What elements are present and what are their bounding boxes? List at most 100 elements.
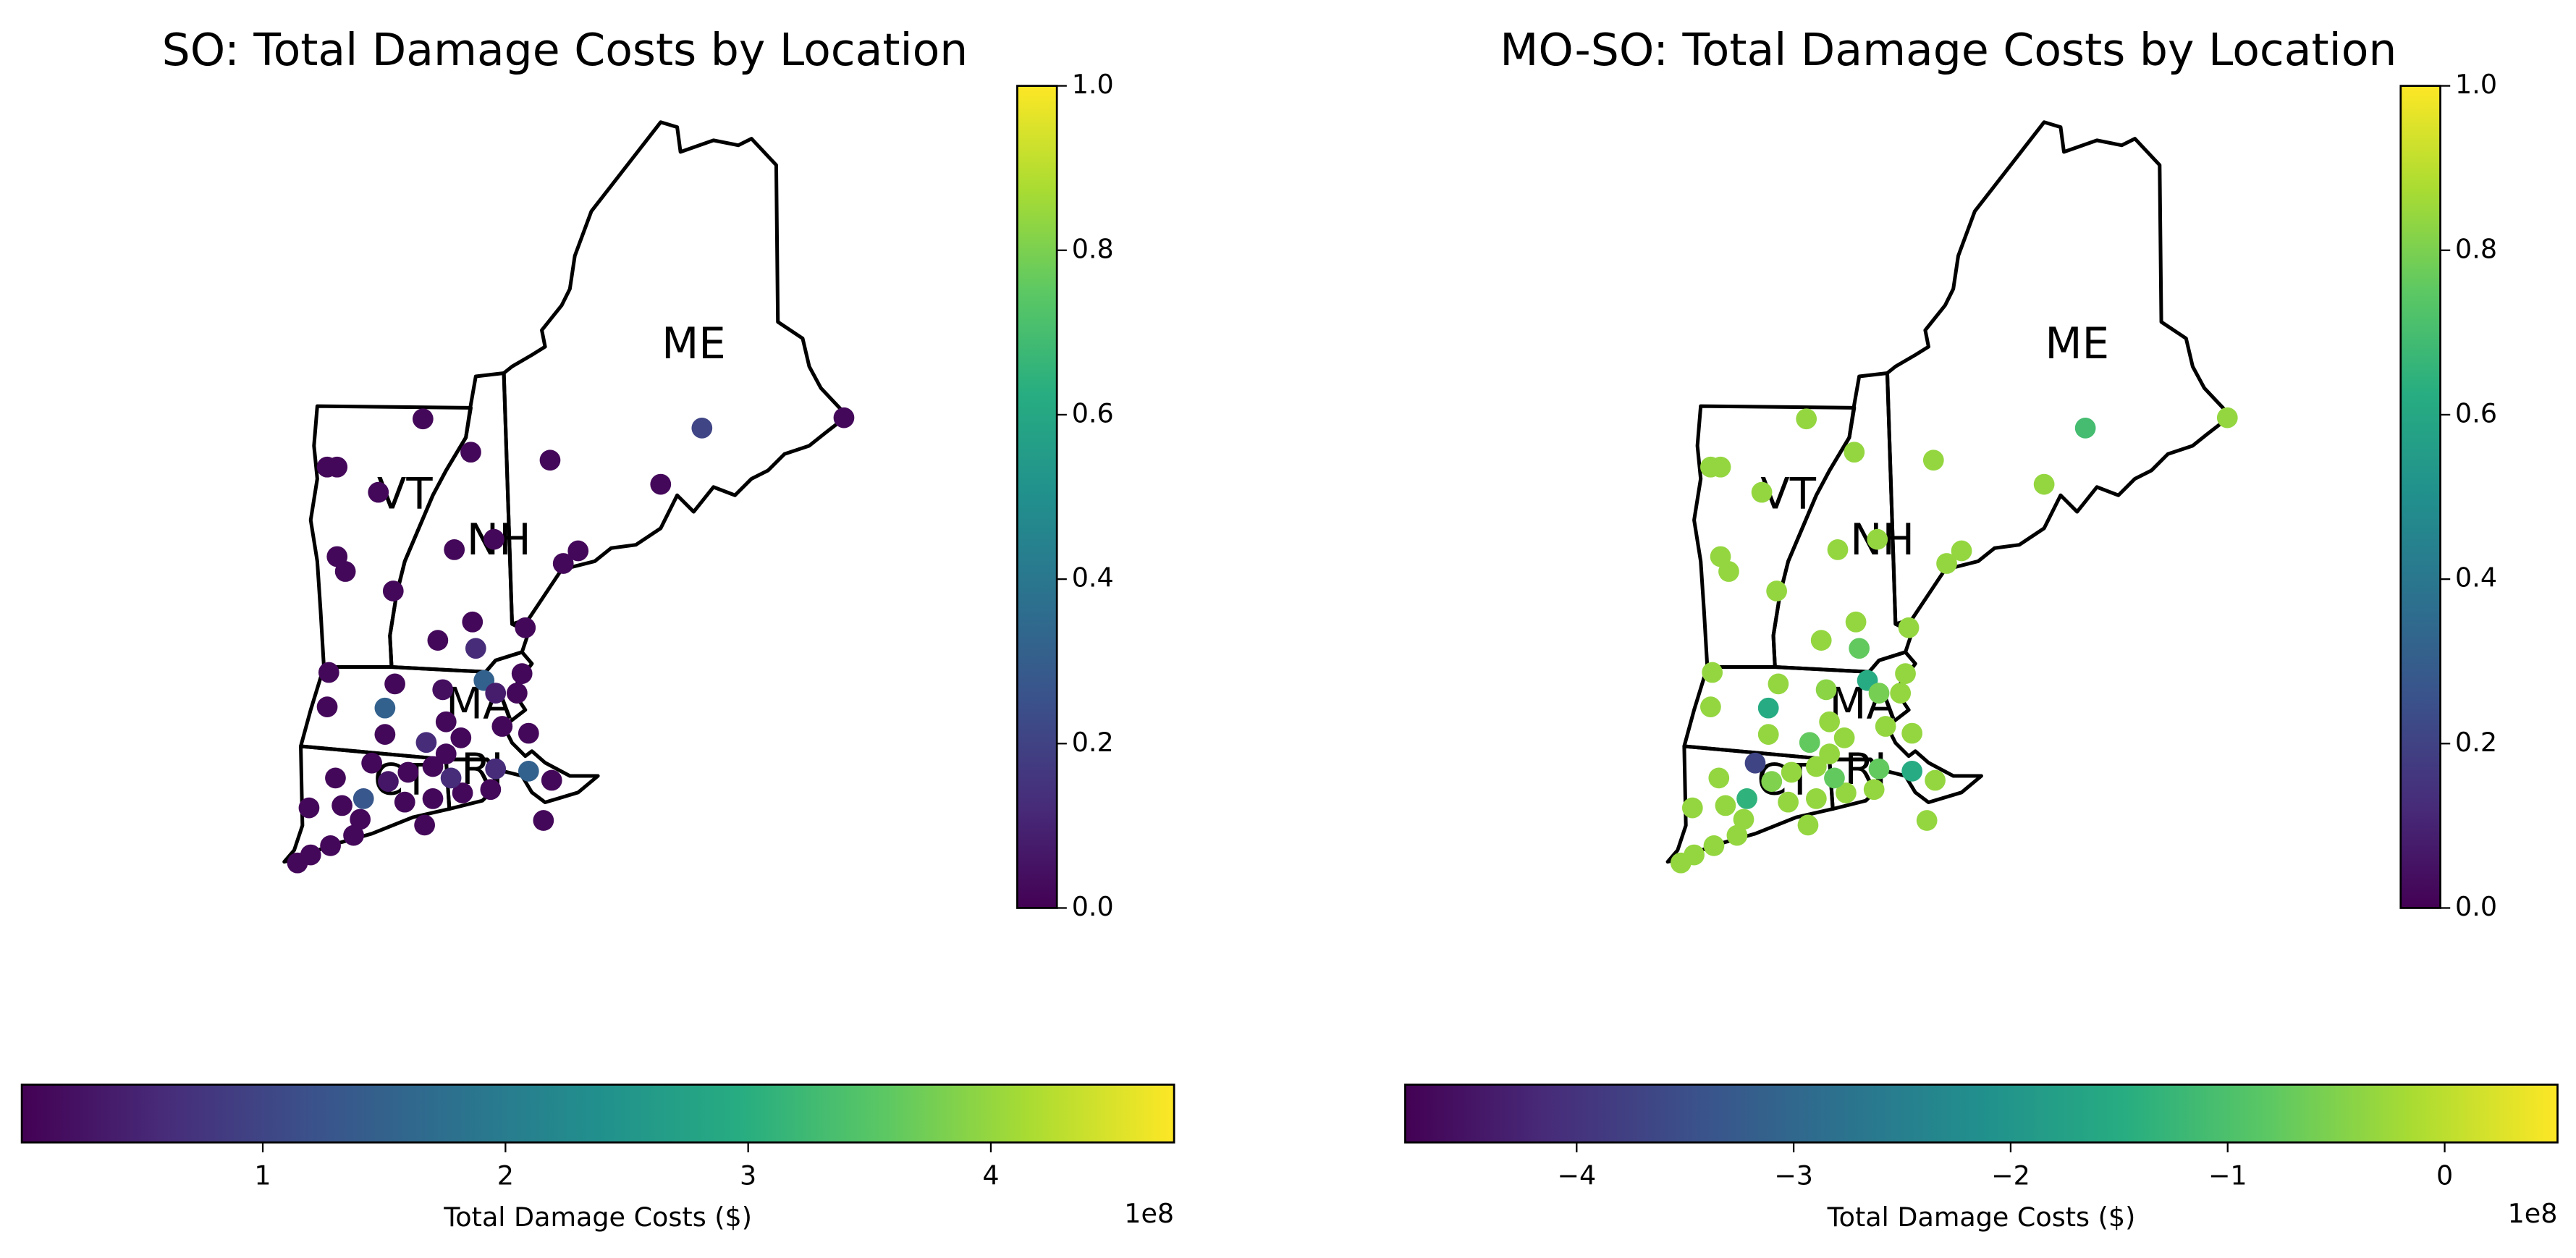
- location-point: [414, 814, 435, 836]
- location-point: [483, 528, 504, 550]
- location-point: [2033, 473, 2055, 495]
- location-point: [1844, 442, 1865, 463]
- location-point: [427, 630, 449, 651]
- chart-title: SO: Total Damage Costs by Location: [162, 24, 968, 76]
- location-point: [515, 617, 536, 638]
- location-point: [326, 456, 348, 478]
- location-point: [511, 663, 533, 684]
- state-label: ME: [662, 318, 726, 368]
- location-point: [384, 673, 405, 695]
- location-point: [432, 679, 454, 701]
- location-point: [480, 779, 502, 801]
- side-colorbar-tick-label: 1.0: [2455, 69, 2497, 100]
- location-point: [325, 767, 346, 789]
- location-point: [422, 788, 444, 809]
- colorbar-label: Total Damage Costs ($): [1827, 1202, 2136, 1233]
- location-point: [1819, 743, 1840, 764]
- colorbar-tick-label: 4: [982, 1160, 999, 1191]
- location-point: [1936, 553, 1957, 574]
- colorbar-tick-label: −4: [1557, 1160, 1596, 1191]
- location-point: [1670, 852, 1692, 874]
- location-point: [1733, 809, 1754, 830]
- location-point: [1849, 638, 1870, 659]
- location-point: [368, 481, 389, 503]
- location-point: [1757, 724, 1779, 746]
- colorbar-tick-label: 2: [497, 1160, 514, 1191]
- side-colorbar-tick-label: 0.8: [2455, 233, 2497, 264]
- location-point: [1708, 767, 1730, 789]
- location-point: [382, 581, 404, 601]
- location-point: [1819, 711, 1840, 733]
- location-point: [334, 561, 356, 582]
- location-point: [518, 760, 539, 782]
- location-point: [1744, 752, 1766, 774]
- location-point: [1703, 835, 1725, 856]
- location-point: [650, 473, 672, 495]
- colorbar-tick-label: −1: [2208, 1160, 2247, 1191]
- location-point: [394, 791, 415, 813]
- location-point: [462, 611, 483, 633]
- location-point: [374, 697, 396, 719]
- location-point: [691, 418, 713, 439]
- state-label: ME: [2045, 318, 2109, 368]
- location-point: [1751, 481, 1773, 503]
- location-point: [2216, 407, 2238, 429]
- location-point: [318, 662, 339, 683]
- colorbar-offset: 1e8: [1124, 1198, 1174, 1229]
- location-point: [1916, 810, 1938, 831]
- location-point: [1715, 795, 1736, 816]
- location-point: [378, 771, 399, 793]
- side-colorbar-tick-label: 0.0: [1072, 891, 1114, 922]
- location-point: [1805, 756, 1827, 777]
- colorbar: [20, 1084, 1175, 1144]
- location-point: [485, 683, 507, 704]
- location-point: [1868, 683, 1890, 704]
- location-point: [422, 756, 444, 777]
- location-point: [1868, 758, 1890, 780]
- location-point: [1901, 760, 1923, 782]
- location-point: [397, 761, 419, 783]
- location-point: [1805, 788, 1827, 809]
- location-point: [518, 722, 539, 744]
- colorbar-tick-label: 1: [254, 1160, 271, 1191]
- location-point: [412, 408, 434, 430]
- side-colorbar-tick-label: 0.4: [2455, 562, 2497, 594]
- location-point: [533, 810, 554, 831]
- colorbar-tick-label: −3: [1774, 1160, 1813, 1191]
- colorbar-offset: 1e8: [2508, 1198, 2558, 1229]
- location-point: [1710, 456, 1731, 478]
- location-point: [287, 852, 308, 874]
- location-point: [465, 638, 486, 659]
- location-point: [1833, 727, 1855, 748]
- location-point: [1895, 663, 1916, 684]
- location-point: [1898, 617, 1920, 638]
- location-point: [352, 788, 374, 809]
- location-point: [2074, 418, 2096, 439]
- location-point: [435, 711, 457, 733]
- location-point: [1761, 771, 1783, 793]
- location-point: [1925, 769, 1946, 791]
- colorbar-tick-label: 0: [2436, 1160, 2453, 1191]
- location-point: [833, 407, 855, 429]
- side-colorbar-tick-label: 0.0: [2455, 891, 2497, 922]
- location-point: [1815, 679, 1837, 701]
- location-point: [552, 553, 574, 574]
- location-point: [350, 809, 371, 830]
- location-point: [450, 727, 472, 748]
- location-point: [1700, 696, 1721, 717]
- location-point: [1796, 408, 1817, 430]
- location-point: [1890, 683, 1912, 704]
- location-point: [298, 797, 320, 819]
- location-point: [435, 743, 457, 764]
- location-point: [567, 540, 589, 562]
- location-point: [1797, 814, 1819, 836]
- location-point: [460, 442, 481, 463]
- location-point: [361, 752, 383, 774]
- location-point: [1799, 732, 1820, 753]
- location-point: [485, 758, 507, 780]
- location-point: [1726, 824, 1748, 846]
- location-point: [1757, 697, 1779, 719]
- location-point: [452, 782, 473, 803]
- colorbar-label: Total Damage Costs ($): [443, 1202, 752, 1233]
